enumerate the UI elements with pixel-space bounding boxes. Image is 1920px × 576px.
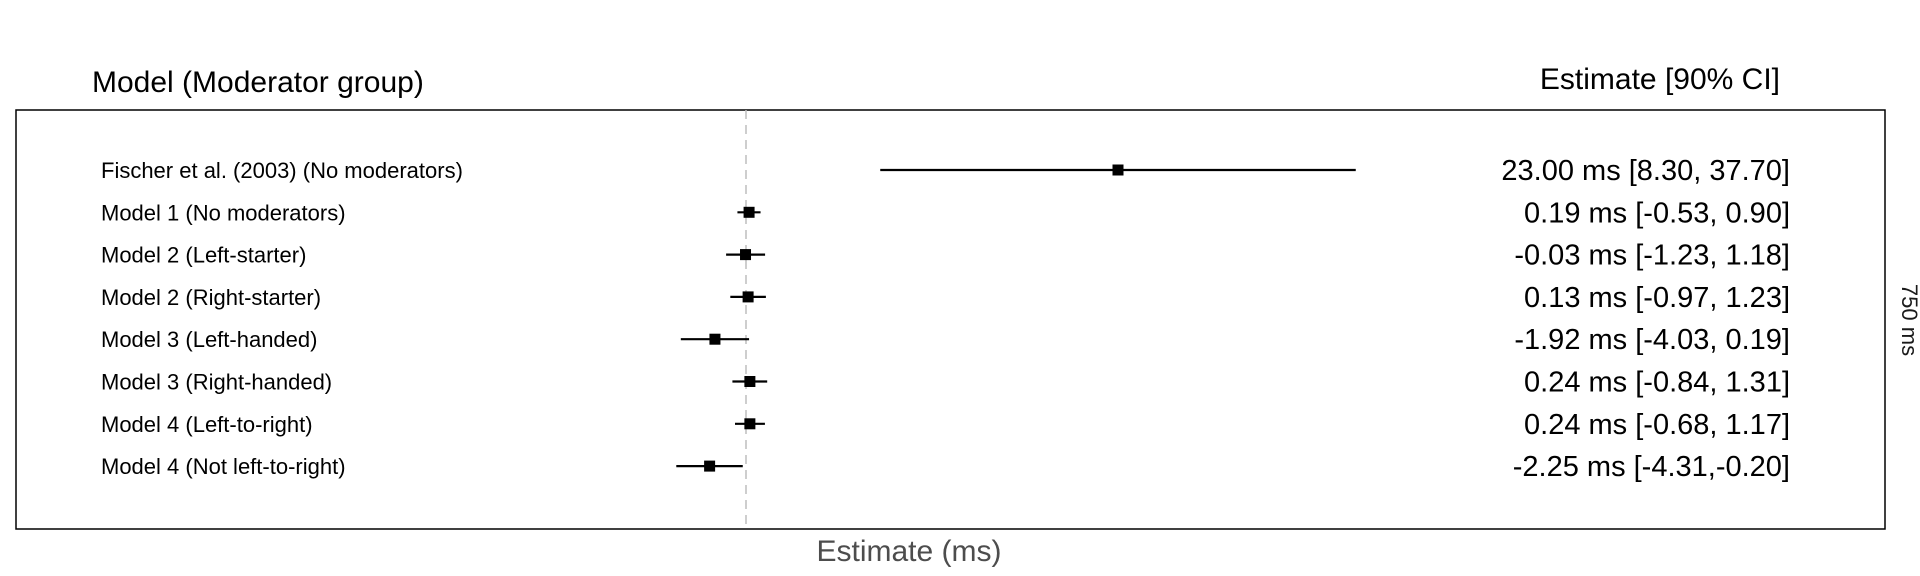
point-estimate-marker [742, 291, 754, 303]
estimate-ci-text: 0.24 ms [-0.68, 1.17] [1524, 409, 1790, 441]
header-estimate-label: Estimate [90% CI] [1540, 63, 1780, 96]
estimate-ci-text: -0.03 ms [-1.23, 1.18] [1514, 240, 1790, 272]
row-label: Model 4 (Not left-to-right) [101, 454, 346, 479]
row-label: Model 2 (Left-starter) [101, 243, 306, 268]
estimate-ci-text: 0.19 ms [-0.53, 0.90] [1524, 197, 1790, 229]
row-label: Model 4 (Left-to-right) [101, 412, 313, 437]
row-label: Model 2 (Right-starter) [101, 285, 321, 310]
row-label: Fischer et al. (2003) (No moderators) [101, 158, 463, 183]
estimate-ci-text: -1.92 ms [-4.03, 0.19] [1514, 324, 1790, 356]
row-label: Model 3 (Right-handed) [101, 370, 332, 395]
estimate-ci-text: -2.25 ms [-4.31,-0.20] [1513, 451, 1790, 483]
x-axis-title: Estimate (ms) [816, 535, 1001, 568]
estimate-ci-text: 23.00 ms [8.30, 37.70] [1501, 155, 1790, 187]
point-estimate-marker [709, 333, 721, 345]
point-estimate-marker [704, 460, 716, 472]
facet-strip-label: 750 ms [1897, 284, 1920, 356]
point-estimate-marker [744, 376, 756, 387]
point-estimate-marker [1112, 164, 1124, 176]
row-label: Model 3 (Left-handed) [101, 327, 317, 352]
estimate-ci-text: 0.13 ms [-0.97, 1.23] [1524, 282, 1790, 314]
point-estimate-marker [744, 418, 756, 430]
point-estimate-marker [740, 249, 752, 261]
estimate-ci-text: 0.24 ms [-0.84, 1.31] [1524, 367, 1790, 399]
row-label: Model 1 (No moderators) [101, 200, 346, 225]
header-model-label: Model (Moderator group) [92, 66, 424, 99]
point-estimate-marker [743, 206, 755, 218]
plot-panel [15, 109, 1886, 530]
forest-rows: Fischer et al. (2003) (No moderators) 23.… [101, 155, 1790, 483]
